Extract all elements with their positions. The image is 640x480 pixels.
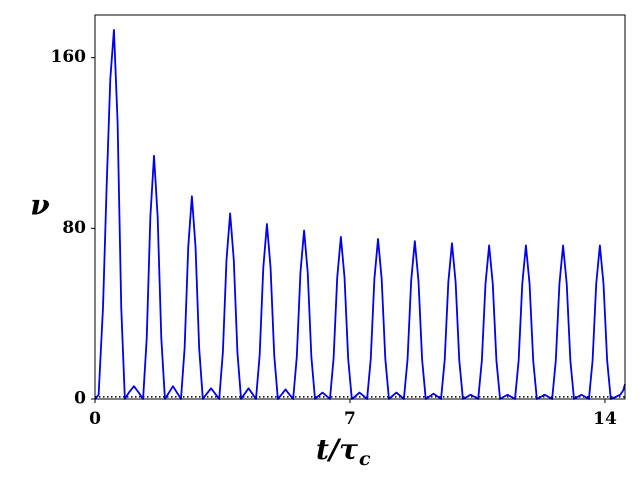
x-tick-label: 0 xyxy=(89,409,101,429)
data-line xyxy=(94,29,626,400)
x-axis-label: t/τ xyxy=(316,433,358,466)
x-tick-label: 7 xyxy=(344,409,356,429)
y-tick-label: 80 xyxy=(62,218,86,238)
y-tick-label: 0 xyxy=(74,389,86,409)
x-axis-label-subscript: c xyxy=(359,448,371,470)
y-tick-label: 160 xyxy=(51,47,87,67)
y-axis-label: ν xyxy=(30,189,49,222)
x-tick-label: 14 xyxy=(593,409,617,429)
plot-frame xyxy=(94,14,626,400)
